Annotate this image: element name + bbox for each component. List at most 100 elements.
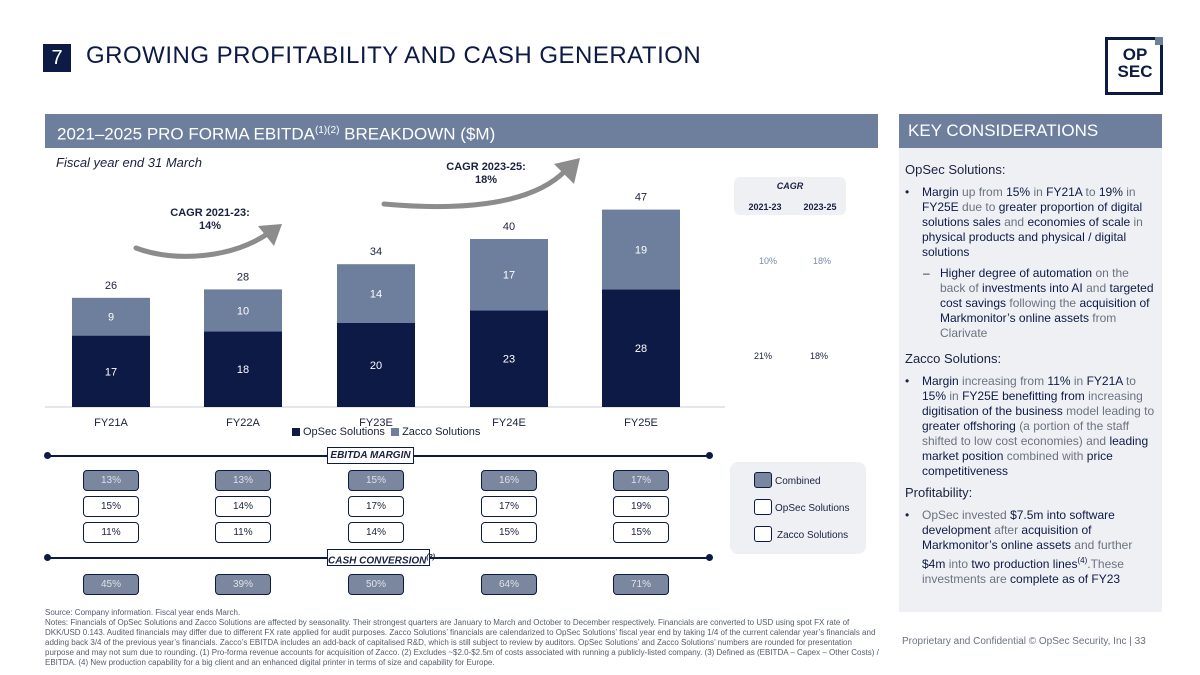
- cagr-opsec-2023-25: 18%: [809, 351, 828, 361]
- zacco-bullet-1: • Margin increasing from 11% in FY21A to…: [905, 374, 1155, 478]
- margin-pill-zacco-fy21a: 11%: [83, 522, 139, 543]
- margin-legend-box: [730, 462, 866, 554]
- bar-label-opsec-fy21a: 17: [105, 366, 117, 378]
- legend-swatch-zacco: [391, 428, 400, 437]
- source-line: Source: Company information. Fiscal year…: [45, 608, 241, 617]
- cash-pill-fy21a: 45%: [83, 574, 139, 595]
- cagr-2021-23-callout: CAGR 2021-23: 14%: [160, 207, 260, 233]
- key-considerations-header: KEY CONSIDERATIONS: [899, 114, 1162, 148]
- legend-opsec-label: OpSec Solutions: [775, 503, 850, 514]
- cash-line-left-dot: [44, 554, 51, 561]
- cagr-table-header: [734, 177, 846, 215]
- x-tick-fy21a: FY21A: [94, 417, 128, 429]
- bar-zacco-fy25e: [602, 209, 680, 290]
- cagr-2023-25-callout: CAGR 2023-25: 18%: [436, 161, 536, 187]
- margin-pill-opsec-fy23e: 17%: [348, 496, 404, 517]
- bar-opsec-fy24e: [470, 310, 548, 407]
- bar-total-fy23e: 34: [370, 246, 382, 258]
- fiscal-year-note: Fiscal year end 31 March: [56, 155, 202, 170]
- sub-bullet-dash: –: [923, 266, 930, 280]
- bar-label-zacco-fy23e: 14: [370, 289, 382, 301]
- margin-line-left-dot: [44, 452, 51, 459]
- cagr-2021-23-label: CAGR 2021-23:: [170, 207, 250, 219]
- x-tick-fy24e: FY24E: [492, 417, 526, 429]
- bar-label-opsec-fy25e: 28: [635, 343, 647, 355]
- legend-label-zacco: Zacco Solutions: [402, 426, 481, 438]
- bullet-dot: •: [905, 185, 910, 199]
- bar-zacco-fy23e: [337, 264, 415, 323]
- profitability-heading: Profitability:: [905, 485, 973, 500]
- cash-pill-fy24e: 64%: [481, 574, 537, 595]
- legend-zacco-swatch: [754, 526, 772, 542]
- bar-zacco-fy24e: [470, 239, 548, 311]
- cagr-arrow-1-icon: [133, 224, 282, 259]
- legend-label-opsec: OpSec Solutions: [303, 426, 385, 438]
- x-tick-fy22a: FY22A: [226, 417, 260, 429]
- legend-combined-swatch: [754, 472, 772, 488]
- cagr-col-2021-23: 2021-23: [748, 202, 782, 212]
- bullet-dot: •: [905, 374, 910, 388]
- bar-total-fy21a: 26: [105, 280, 117, 292]
- opsec-heading: OpSec Solutions:: [905, 162, 1006, 177]
- ebitda-title-main: 2021–2025 PRO FORMA EBITDA: [57, 124, 315, 144]
- bar-opsec-fy22a: [204, 331, 282, 407]
- bar-zacco-fy21a: [72, 297, 150, 336]
- cash-line-right-dot: [706, 554, 713, 561]
- bar-opsec-fy23e: [337, 323, 415, 407]
- bar-zacco-fy22a: [204, 289, 282, 332]
- profitability-bullet-1: • OpSec invested $7.5m into software dev…: [905, 508, 1133, 586]
- bar-total-fy25e: 47: [635, 192, 647, 204]
- opsec-logo: [1105, 37, 1163, 95]
- logo-text: OP SEC: [1110, 46, 1160, 80]
- bar-label-zacco-fy25e: 19: [635, 245, 647, 257]
- margin-pill-zacco-fy22a: 11%: [215, 522, 271, 543]
- legend-zacco-label: Zacco Solutions: [777, 530, 849, 541]
- opsec-sub-bullet: – Higher degree of automation on the bac…: [923, 266, 1154, 340]
- bar-label-zacco-fy24e: 17: [503, 270, 515, 282]
- margin-pill-combined-fy24e: 16%: [481, 470, 537, 491]
- bar-label-zacco-fy22a: 10: [237, 305, 249, 317]
- ebitda-stacked-bar-chart: 17 9 26 FY21A 18 10 28 FY22A 20 14 34 FY23E 23 17 40 FY…: [45, 192, 725, 429]
- legend-combined-label: Combined: [775, 476, 821, 487]
- margin-pill-combined-fy25e: 17%: [613, 470, 669, 491]
- logo-line-2: SEC: [1117, 62, 1153, 81]
- cash-pill-fy23e: 50%: [348, 574, 404, 595]
- cagr-arrow-2-icon: [381, 158, 580, 210]
- cagr-2021-23-value: 14%: [198, 220, 222, 232]
- cash-pill-fy25e: 71%: [613, 574, 669, 595]
- cagr-zacco-2021-23: 10%: [758, 256, 777, 266]
- logo-line-1: OP: [1122, 45, 1148, 64]
- legend-opsec-swatch: [754, 499, 772, 515]
- key-considerations-body: OpSec Solutions: • Margin up from 15% in…: [905, 162, 1155, 587]
- margin-pill-opsec-fy21a: 15%: [83, 496, 139, 517]
- cagr-2023-25-value: 18%: [474, 174, 498, 186]
- key-considerations-panel: [899, 148, 1162, 612]
- cagr-col-2023-25: 2023-25: [803, 202, 837, 212]
- cagr-opsec-2021-23: 21%: [753, 351, 772, 361]
- margin-pill-combined-fy23e: 15%: [348, 470, 404, 491]
- opsec-bullet-1: • Margin up from 15% in FY21A to 19% in …: [905, 185, 1143, 259]
- source-notes: Source: Company information. Fiscal year…: [45, 608, 883, 668]
- bar-label-opsec-fy23e: 20: [370, 360, 382, 372]
- bar-total-fy22a: 28: [237, 271, 249, 283]
- cash-pill-fy22a: 39%: [215, 574, 271, 595]
- margin-line-right-dot: [706, 452, 713, 459]
- cash-conversion-label: CASH CONVERSION(3): [327, 549, 435, 566]
- bullet-dot: •: [905, 508, 910, 522]
- margin-pill-opsec-fy24e: 17%: [481, 496, 537, 517]
- bar-opsec-fy21a: [72, 335, 150, 407]
- cagr-table-title: CAGR: [776, 181, 804, 191]
- margin-pill-combined-fy21a: 13%: [83, 470, 139, 491]
- margin-pill-zacco-fy24e: 15%: [481, 522, 537, 543]
- zacco-heading: Zacco Solutions:: [905, 351, 1002, 366]
- margin-pill-combined-fy22a: 13%: [215, 470, 271, 491]
- margin-pill-opsec-fy22a: 14%: [215, 496, 271, 517]
- bar-label-opsec-fy24e: 23: [503, 354, 515, 366]
- ebitda-title-tail: BREAKDOWN ($M): [339, 124, 496, 144]
- margin-pill-zacco-fy23e: 14%: [348, 522, 404, 543]
- bar-opsec-fy25e: [602, 289, 680, 407]
- notes-text: Notes: Financials of OpSec Solutions and…: [45, 618, 879, 667]
- legend-swatch-opsec: [292, 428, 300, 437]
- cagr-2023-25-label: CAGR 2023-25:: [446, 161, 526, 173]
- ebitda-title-sup: (1)(2): [314, 125, 340, 136]
